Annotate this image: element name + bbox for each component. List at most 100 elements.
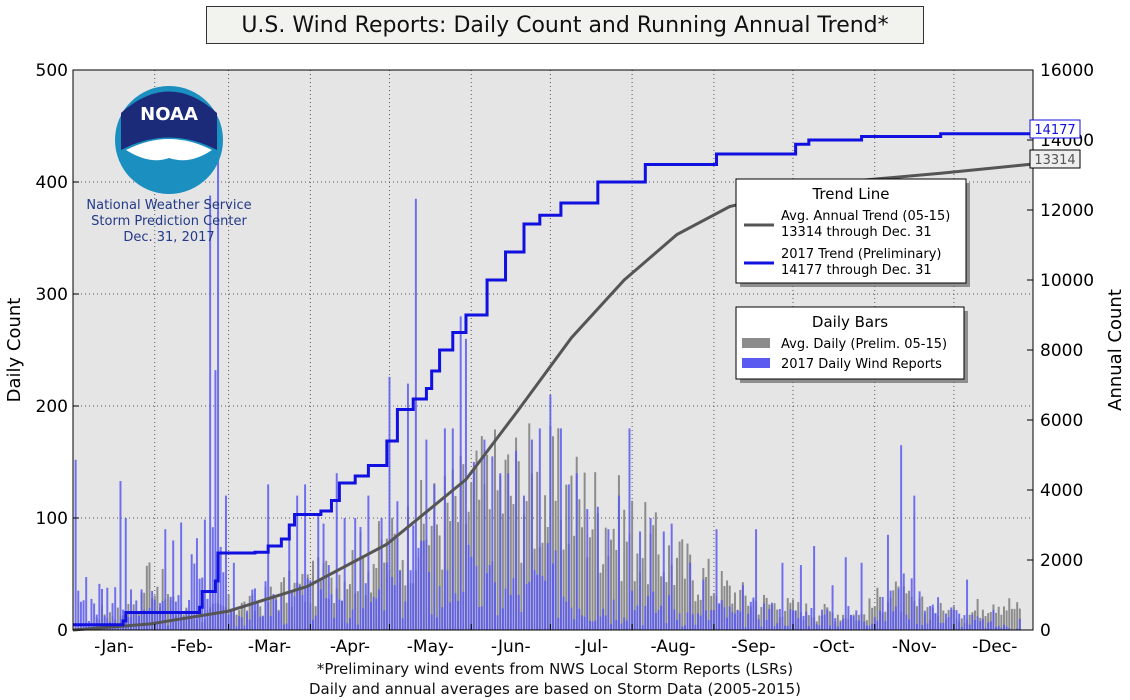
- bar-avg-242: [707, 558, 710, 630]
- bars-2017-group: [74, 126, 1021, 631]
- bar-2017-205: [610, 624, 613, 630]
- bar-2017-42: [180, 522, 183, 630]
- bar-avg-174: [528, 423, 531, 630]
- bar-2017-63: [235, 626, 238, 630]
- bar-2017-180: [544, 580, 547, 630]
- bar-2017-290: [834, 618, 837, 630]
- bar-2017-67: [246, 610, 249, 630]
- bar-avg-194: [581, 527, 583, 630]
- bar-2017-28: [143, 609, 146, 630]
- bar-2017-145: [451, 428, 454, 630]
- bar-2017-315: [900, 445, 903, 630]
- bar-2017-141: [441, 607, 444, 630]
- bar-2017-45: [188, 599, 191, 630]
- right-tick-label-8: 16000: [1040, 61, 1094, 81]
- bar-avg-252: [733, 592, 736, 630]
- bar-2017-27: [140, 589, 143, 630]
- bar-2017-129: [409, 570, 412, 630]
- bar-2017-11: [98, 583, 101, 630]
- bar-2017-139: [435, 617, 438, 630]
- bar-2017-16: [111, 603, 114, 630]
- bar-2017-148: [459, 316, 462, 630]
- bar-2017-64: [238, 616, 241, 630]
- bar-avg-195: [583, 472, 586, 630]
- bar-2017-257: [747, 613, 750, 630]
- bar-avg-122: [391, 517, 394, 630]
- bar-2017-300: [860, 562, 863, 630]
- bar-2017-56: [217, 126, 220, 630]
- bar-avg-205: [610, 539, 613, 630]
- bar-2017-86: [296, 495, 299, 630]
- right-tick-label-6: 12000: [1040, 201, 1094, 221]
- bar-2017-296: [850, 615, 853, 630]
- bar-2017-51: [203, 519, 206, 630]
- bar-avg-272: [786, 598, 789, 630]
- bar-2017-222: [654, 613, 657, 630]
- bar-avg-215: [636, 553, 639, 630]
- bar-2017-169: [515, 450, 518, 630]
- bar-avg-221: [652, 525, 655, 630]
- bar-avg-206: [612, 528, 615, 630]
- bar-2017-57: [219, 546, 222, 630]
- bar-2017-44: [185, 609, 188, 630]
- bar-2017-352: [997, 625, 1000, 630]
- bar-2017-198: [591, 621, 594, 630]
- bar-avg-164: [501, 513, 504, 630]
- bar-2017-21: [124, 518, 127, 630]
- bar-2017-2: [74, 459, 77, 630]
- bar-avg-330: [939, 602, 942, 630]
- bar-2017-223: [657, 609, 660, 630]
- bar-2017-150: [464, 338, 467, 630]
- bar-2017-187: [562, 596, 565, 630]
- bar-2017-70: [253, 588, 256, 630]
- bar-2017-342: [971, 614, 974, 630]
- bar-2017-217: [641, 625, 644, 630]
- bar-2017-111: [362, 608, 365, 630]
- bar-2017-6: [85, 577, 88, 630]
- bar-avg-238: [697, 594, 700, 630]
- bar-2017-339: [963, 615, 966, 630]
- bar-avg-227: [668, 545, 671, 630]
- bar-avg-144: [449, 521, 452, 630]
- bar-2017-71: [256, 601, 259, 630]
- bar-2017-301: [863, 621, 866, 630]
- noaa-logo-bird: [126, 139, 212, 161]
- bar-2017-262: [760, 626, 763, 630]
- legend-bars-avg-swatch: [742, 338, 770, 348]
- bar-2017-72: [259, 616, 262, 630]
- bar-2017-160: [491, 456, 494, 630]
- bar-2017-161: [493, 582, 496, 630]
- bar-2017-294: [844, 557, 847, 630]
- bar-2017-288: [828, 625, 831, 630]
- bar-avg-158: [486, 454, 489, 630]
- bar-2017-77: [272, 594, 275, 630]
- bar-avg-288: [828, 611, 831, 630]
- bar-avg-213: [631, 500, 634, 630]
- bar-2017-22: [127, 617, 130, 630]
- bar-avg-165: [504, 459, 507, 630]
- bar-2017-218: [644, 605, 647, 630]
- bar-2017-261: [757, 619, 760, 630]
- bar-2017-47: [193, 563, 196, 630]
- bar-2017-171: [520, 611, 523, 630]
- bar-avg-234: [686, 543, 689, 630]
- bar-avg-222: [654, 512, 657, 630]
- bar-avg-313: [894, 581, 897, 630]
- bar-2017-122: [391, 576, 394, 630]
- bar-2017-97: [325, 598, 328, 630]
- bar-avg-321: [915, 606, 918, 630]
- bar-2017-251: [731, 611, 734, 630]
- bar-2017-123: [393, 585, 396, 630]
- bar-2017-183: [552, 563, 554, 630]
- bar-2017-259: [752, 597, 755, 630]
- bar-2017-60: [227, 614, 230, 630]
- bar-2017-221: [652, 591, 655, 630]
- bar-avg-107: [351, 549, 354, 630]
- bar-2017-95: [319, 589, 322, 630]
- bar-2017-269: [778, 609, 781, 630]
- legend-trend: Trend Line Avg. Annual Trend (05-15) 133…: [735, 178, 970, 287]
- bar-avg-201: [599, 572, 602, 630]
- bar-2017-140: [438, 586, 441, 630]
- bar-2017-200: [596, 506, 599, 630]
- bar-2017-102: [338, 599, 341, 630]
